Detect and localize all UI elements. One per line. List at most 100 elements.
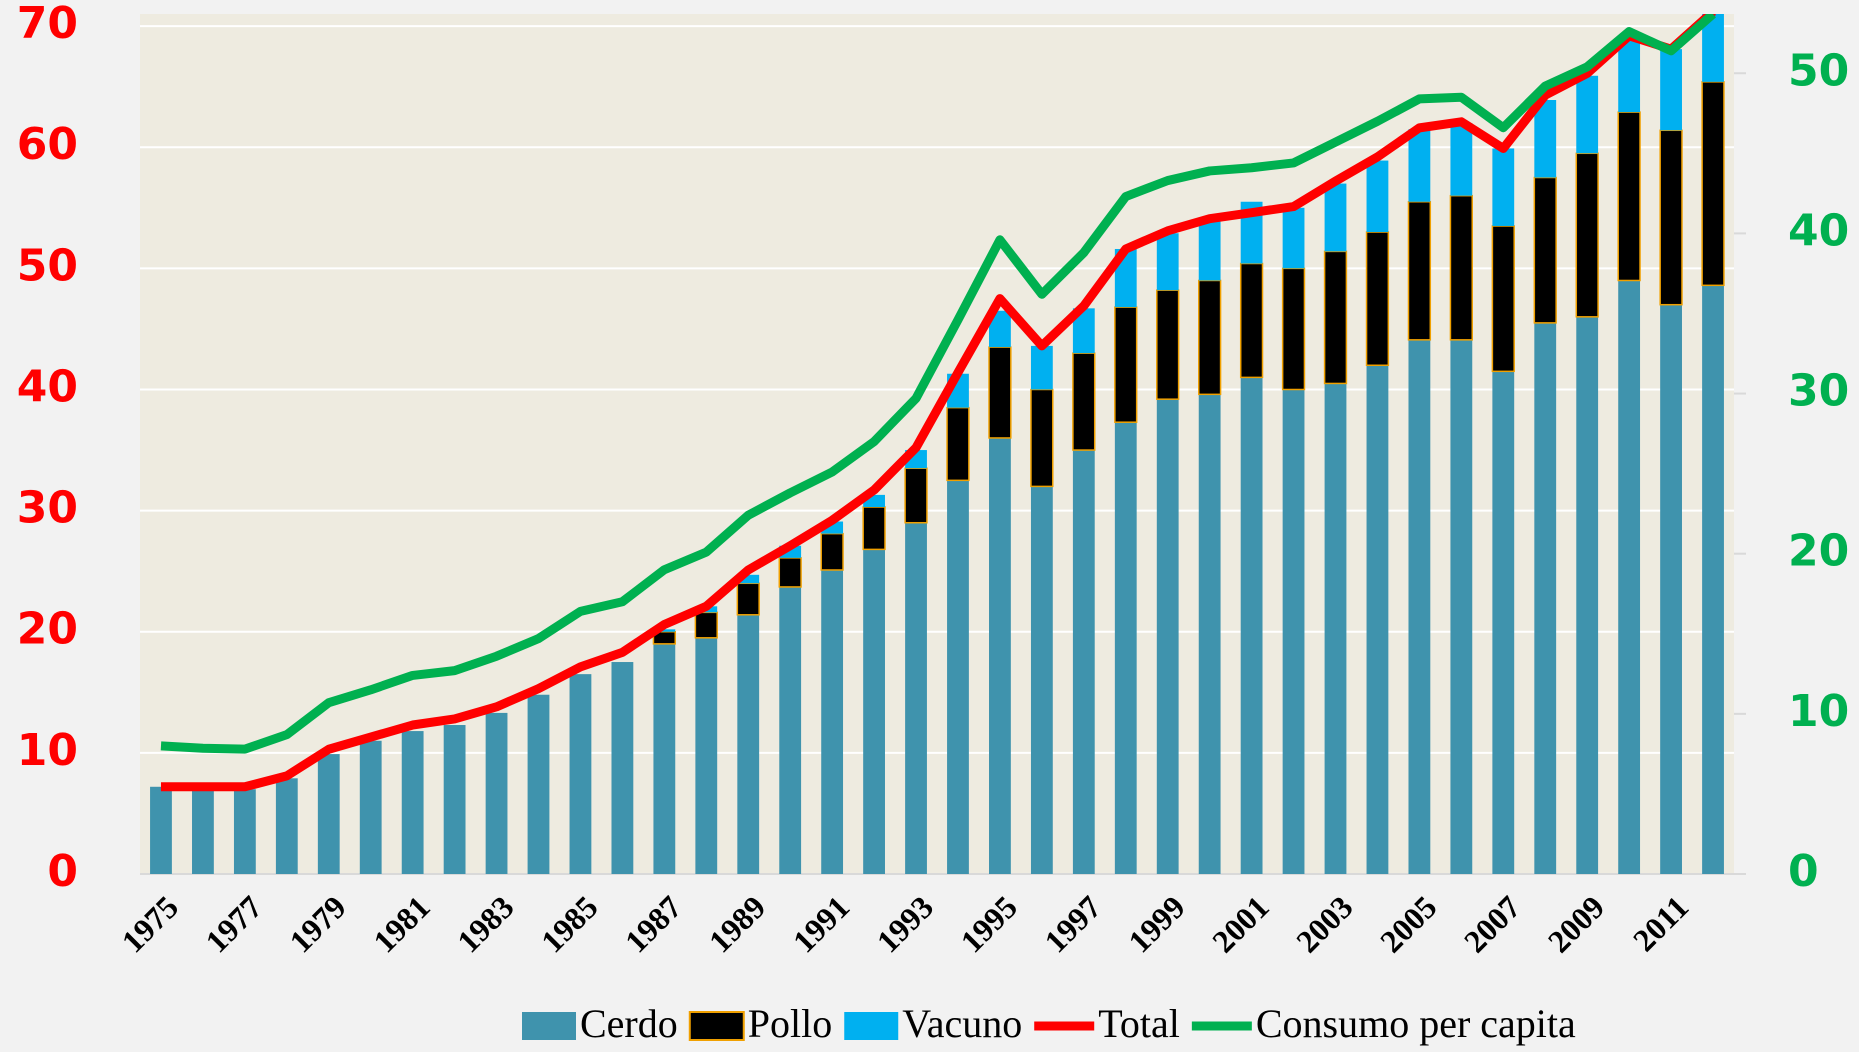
x-tick-label: 1979 [282,889,353,960]
bar-segment [1533,176,1557,324]
x-tick-label: 2011 [1626,889,1695,958]
bar-segment [821,569,844,874]
y-tick-label: 60 [17,119,78,170]
bar-segment [1408,129,1431,202]
bar-segment [947,480,969,874]
x-tick-label: 1977 [198,889,269,960]
bar-segment [1407,200,1432,341]
x-tick-label: 1985 [534,889,605,960]
y2-tick-label: 40 [1788,205,1849,256]
x-tick-label: 2009 [1541,889,1612,960]
bar-segment [989,310,1011,348]
bar-segment [1072,450,1095,874]
bar-segment [1576,75,1599,154]
y2-tick-label: 50 [1788,45,1849,96]
bar-segment [736,582,760,616]
y-tick-label: 50 [17,240,78,291]
legend-label: Total [1098,1001,1180,1046]
bar-segment [1198,279,1222,396]
bar-segment [1324,383,1347,874]
x-tick-label: 1995 [953,889,1024,960]
bar-segment [1030,486,1053,874]
bar-segment [611,662,634,874]
bar-segment [1072,352,1096,451]
y2-tick-label: 0 [1788,846,1819,897]
x-tick-label: 2003 [1289,889,1360,960]
bar-segment [820,532,844,571]
bar-segment [485,712,508,874]
legend-swatch [688,1011,745,1041]
legend-swatch [844,1012,899,1040]
bar-segment [1576,316,1599,874]
legend-label: Pollo [748,1001,832,1046]
bar-segment [1660,304,1682,874]
legend-label: Vacuno [902,1001,1022,1046]
bar-segment [988,346,1012,439]
x-tick-label: 1997 [1037,889,1108,960]
bar-segment [1702,14,1724,82]
line-series [160,14,1716,754]
bar-segment [694,611,718,639]
bar-segment [1701,81,1725,287]
bar-segment [1575,152,1599,318]
bar-segment [863,549,885,874]
bar-segment [1281,267,1306,391]
x-tick-label: 2007 [1457,889,1528,960]
bar-segment [989,437,1011,874]
legend-label: Consumo per capita [1256,1001,1576,1046]
bar-segment [569,674,592,874]
x-tick-label: 1991 [786,889,857,960]
bar-segment [1072,308,1095,354]
bar-segment [1239,262,1264,379]
bar-segment [1114,422,1137,874]
bar-segment [1030,388,1054,488]
bar-segment [1323,250,1348,385]
bar-segment [653,629,676,632]
line-series [160,14,1717,792]
bar-segment [653,643,676,874]
bar-segment [1240,377,1263,874]
bar-segment [1282,389,1305,874]
bar-segment [737,614,760,874]
bar-segment [1366,160,1389,233]
legend-label: Cerdo [580,1001,678,1046]
bar-segment [1492,148,1515,226]
bar-segment [1114,306,1138,423]
bar-segment [401,731,424,874]
y-tick-label: 40 [17,361,78,412]
bar-segment [359,740,382,874]
bar-segment [737,574,760,584]
bar-segment [1198,394,1221,874]
bar-segment [443,725,466,874]
bar-segment [1366,365,1389,874]
y-tick-label: 20 [17,604,78,655]
bar-segment [862,506,886,551]
x-tick-label: 1983 [450,889,521,960]
x-tick-label: 2005 [1373,889,1444,960]
y-tick-label: 0 [47,846,78,897]
bar-segment [1450,123,1473,196]
bar-segment [779,586,802,874]
y-tick-label: 30 [17,483,78,534]
bar-segment [1282,207,1305,269]
bar-segment [275,778,298,874]
bar-segment [317,754,340,874]
x-tick-label: 1993 [869,889,940,960]
x-tick-label: 1975 [114,889,185,960]
bar-segment [1450,339,1473,874]
bar-segment [1198,218,1221,281]
bar-segment [1449,194,1473,341]
bar-segment [1617,111,1641,282]
legend-swatch [522,1012,576,1040]
bar-segment [150,786,172,874]
bar-segment [1324,183,1347,252]
bar-segment [233,789,256,874]
y-tick-label: 10 [17,725,78,776]
x-tick-label: 2001 [1205,889,1276,960]
bar-segment [905,522,927,874]
x-tick-label: 1989 [702,889,773,960]
bar-segment [1618,280,1641,874]
bar-segment [1618,38,1641,113]
bar-segment [527,694,550,874]
